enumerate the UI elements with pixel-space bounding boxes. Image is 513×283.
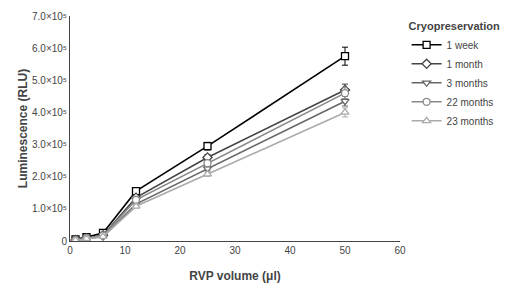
svg-text:6.0×10⁵: 6.0×10⁵ (32, 43, 67, 54)
svg-text:1.0×10⁵: 1.0×10⁵ (32, 203, 67, 214)
svg-text:Luminescence (RLU): Luminescence (RLU) (16, 69, 30, 188)
svg-text:20: 20 (174, 245, 186, 256)
svg-text:50: 50 (339, 245, 351, 256)
svg-text:RVP volume (μl): RVP volume (μl) (189, 269, 281, 283)
svg-text:7.0×10⁵: 7.0×10⁵ (32, 11, 67, 22)
svg-text:60: 60 (394, 245, 406, 256)
svg-text:1 month: 1 month (447, 59, 483, 70)
svg-text:5.0×10⁵: 5.0×10⁵ (32, 75, 67, 86)
svg-text:1 week: 1 week (447, 40, 480, 51)
svg-text:30: 30 (229, 245, 241, 256)
svg-text:23 months: 23 months (447, 116, 494, 127)
svg-text:0: 0 (67, 245, 73, 256)
svg-text:3.0×10⁵: 3.0×10⁵ (32, 139, 67, 150)
svg-text:Cryopreservation: Cryopreservation (409, 20, 500, 32)
svg-text:40: 40 (284, 245, 296, 256)
svg-text:3 months: 3 months (447, 78, 488, 89)
svg-text:0: 0 (61, 236, 67, 247)
svg-text:4.0×10⁵: 4.0×10⁵ (32, 107, 67, 118)
svg-text:22 months: 22 months (447, 97, 494, 108)
svg-text:2.0×10⁵: 2.0×10⁵ (32, 171, 67, 182)
svg-text:10: 10 (119, 245, 131, 256)
